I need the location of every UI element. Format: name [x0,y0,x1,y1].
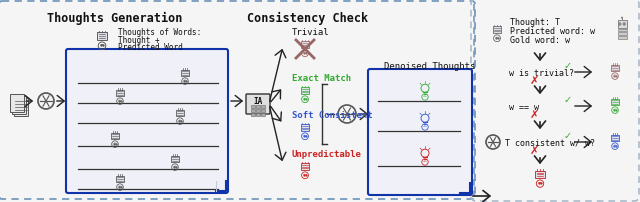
Bar [14,99,28,116]
Text: ✓: ✓ [564,61,572,71]
Bar [171,156,179,162]
Text: T consistent w/ w?: T consistent w/ w? [505,138,595,147]
Bar [618,29,627,32]
Bar [111,133,119,140]
Bar [301,88,309,95]
Bar [611,135,619,141]
Text: Denoised Thoughts: Denoised Thoughts [384,62,476,71]
Bar [251,114,255,116]
Text: ✓: ✓ [564,95,572,104]
Text: IA: IA [253,96,262,105]
Bar [116,90,124,97]
Bar [176,110,184,117]
Text: ✗: ✗ [529,109,539,119]
Bar [256,109,260,113]
Bar [301,42,309,49]
Text: Gold word: w: Gold word: w [510,36,570,45]
Bar [301,164,309,170]
Bar [618,21,627,28]
Bar [611,99,619,106]
FancyBboxPatch shape [368,70,472,195]
Text: Predicted Word: Predicted Word [118,43,183,52]
Bar [493,27,501,34]
Bar [618,37,627,39]
Bar [181,70,189,77]
Bar [536,171,545,178]
Text: Thought: T: Thought: T [510,18,560,27]
Text: ✗: ✗ [529,145,539,155]
Text: Predicted word: w: Predicted word: w [510,27,595,36]
Text: Thoughts of Words:: Thoughts of Words: [118,28,201,37]
Text: w is trivial?: w is trivial? [509,68,574,77]
Bar [12,97,26,115]
Bar [256,114,260,116]
Text: w == w: w == w [509,102,539,111]
Text: Unpredictable: Unpredictable [292,149,362,158]
Bar [97,33,107,41]
Bar [256,105,260,108]
FancyBboxPatch shape [66,50,228,193]
Bar [251,109,255,113]
Text: Thoughts Generation: Thoughts Generation [47,12,182,25]
Text: Trivial: Trivial [292,28,330,37]
Bar [251,105,255,108]
Circle shape [618,24,621,26]
Text: Thought +: Thought + [118,36,159,45]
Circle shape [623,24,626,26]
Bar [10,95,24,113]
Bar [261,109,265,113]
Circle shape [621,18,623,20]
Bar [116,176,124,182]
Bar [301,125,309,132]
Bar [261,114,265,116]
Text: Soft Consistent: Soft Consistent [292,110,372,119]
Text: ✗: ✗ [529,76,539,86]
FancyBboxPatch shape [246,95,270,115]
Text: Consistency Check: Consistency Check [248,12,369,25]
Text: Exact Match: Exact Match [292,74,351,83]
Bar [261,105,265,108]
Bar [618,33,627,36]
Text: ✓: ✓ [564,130,572,140]
Bar [611,65,619,72]
